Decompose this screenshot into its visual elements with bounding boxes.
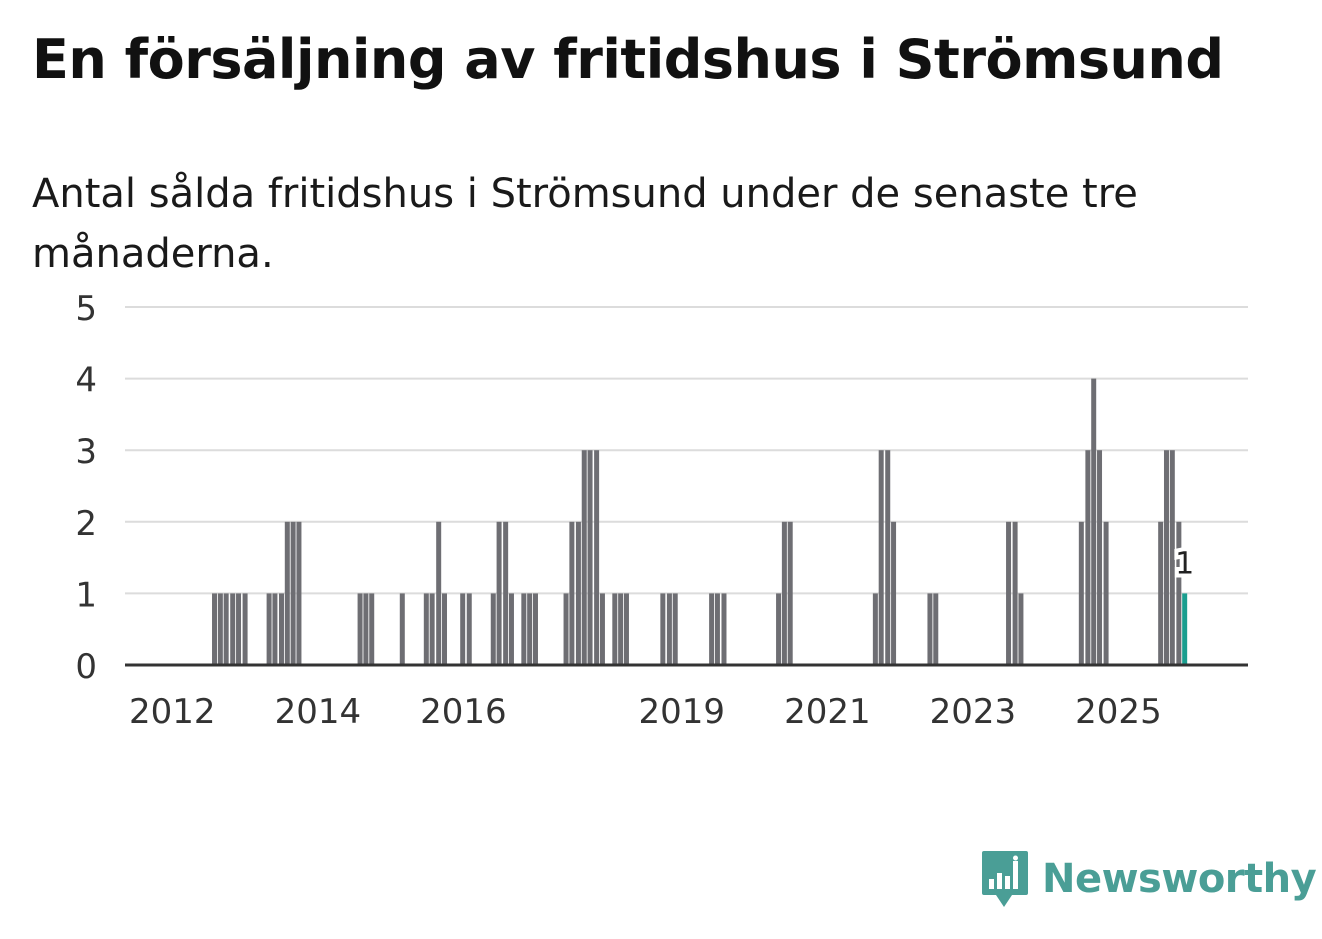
bar [1169,450,1175,665]
x-tick-label: 2025 [1075,692,1162,732]
bar [1091,378,1097,665]
bar [885,450,891,665]
bar [236,593,242,665]
bar [581,450,587,665]
bar [399,593,405,665]
x-tick-label: 2014 [275,692,362,732]
bar [357,593,363,665]
bar [1163,450,1169,665]
bar [1006,521,1012,665]
bar [575,521,581,665]
bar [1078,521,1084,665]
bar [284,521,290,665]
x-tick-label: 2016 [420,692,507,732]
bar [278,593,284,665]
bar [212,593,218,665]
bar [672,593,678,665]
y-tick-label: 1 [75,575,97,615]
bar [1085,450,1091,665]
bar [429,593,435,665]
bar [1176,521,1182,665]
bar [223,593,229,665]
bar [436,521,442,665]
bar [527,593,533,665]
y-tick-label: 2 [75,504,97,544]
bar [532,593,538,665]
bar [776,593,782,665]
x-tick-label: 2021 [784,692,871,732]
bar [466,593,472,665]
highlight-value-label: 1 [1175,546,1194,581]
bar [594,450,600,665]
gridlines [125,306,1248,595]
bar [927,593,933,665]
bar [503,521,509,665]
bars [212,378,1188,665]
bar [423,593,429,665]
bar [242,593,248,665]
bar [508,593,514,665]
bar [623,593,629,665]
bar [369,593,375,665]
bar [587,450,593,665]
y-tick-label: 3 [75,432,97,472]
x-tick-label: 2019 [639,692,726,732]
bar [563,593,569,665]
bar [496,521,502,665]
bar [266,593,272,665]
bar [290,521,296,665]
bar-highlighted [1182,593,1188,665]
x-tick-label: 2012 [129,692,216,732]
bar [933,593,939,665]
y-axis-tick-labels: 0 1 2 3 4 5 [75,289,97,687]
bar [569,521,575,665]
bar [872,593,878,665]
y-tick-label: 0 [75,647,97,687]
bar [781,521,787,665]
y-tick-label: 5 [75,289,97,329]
bar [721,593,727,665]
bar [1158,521,1164,665]
bar [363,593,369,665]
bar [296,521,302,665]
bar [709,593,715,665]
bar [1018,593,1024,665]
bar [660,593,666,665]
bar [787,521,793,665]
bar [442,593,448,665]
bar [1097,450,1103,665]
bar [230,593,236,665]
bar [714,593,720,665]
brand-name: Newsworthy [1042,856,1317,902]
bar-chart-speech-bubble-icon [982,851,1028,907]
highlight-annotation: 1 [1171,542,1198,585]
bar [618,593,624,665]
bar [272,593,278,665]
chart-title: En försäljning av fritidshus i Strömsund [32,28,1224,91]
bar [521,593,527,665]
bar [460,593,466,665]
bar [878,450,884,665]
x-axis-tick-labels: 2012 2014 2016 2019 2021 2023 2025 [129,692,1162,732]
bar [666,593,672,665]
bar [1103,521,1109,665]
bar [1012,521,1018,665]
bar [891,521,897,665]
bar [612,593,618,665]
bar [599,593,605,665]
chart-subtitle: Antal sålda fritidshus i Strömsund under… [32,171,1138,277]
x-tick-label: 2023 [930,692,1017,732]
newsworthy-logo: Newsworthy [980,848,1317,910]
bar [490,593,496,665]
y-tick-label: 4 [75,361,97,401]
bar [217,593,223,665]
